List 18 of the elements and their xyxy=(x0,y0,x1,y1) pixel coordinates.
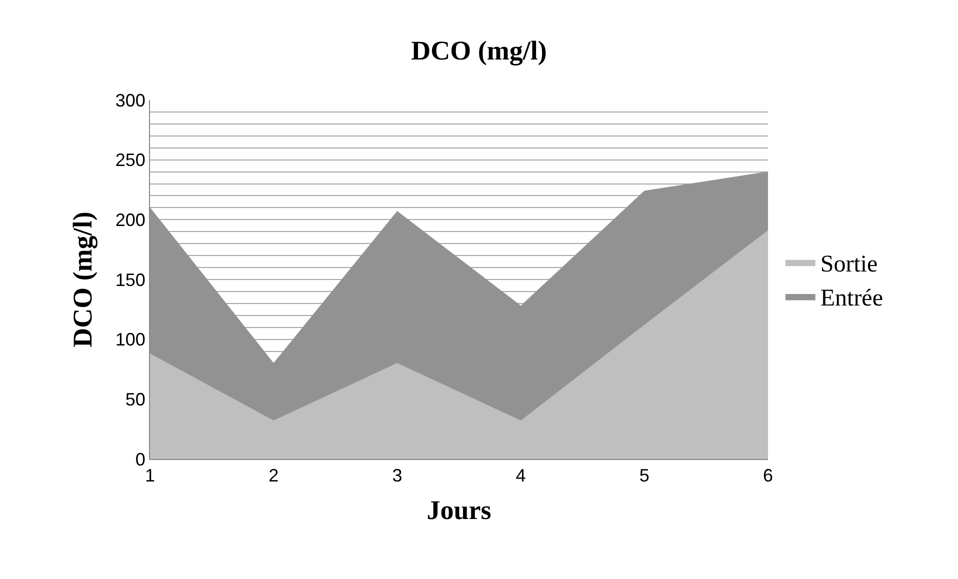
y-tick-label: 150 xyxy=(115,270,146,290)
x-tick-label: 5 xyxy=(639,466,650,486)
y-axis-title: DCO (mg/l) xyxy=(67,212,98,348)
x-tick-label: 4 xyxy=(516,466,526,486)
y-tick-label: 300 xyxy=(115,90,146,110)
x-tick-label: 2 xyxy=(268,466,279,486)
x-axis-title: Jours xyxy=(426,495,492,525)
x-tick-label: 1 xyxy=(144,466,156,486)
legend-label: Sortie xyxy=(820,251,878,278)
y-tick-label: 0 xyxy=(135,449,146,470)
y-tick-label: 200 xyxy=(115,210,146,230)
y-tick-label: 100 xyxy=(115,330,146,350)
y-tick-label: 50 xyxy=(125,389,146,410)
y-tick-label: 250 xyxy=(115,150,146,170)
legend-label: Entrée xyxy=(820,286,883,312)
x-tick-label: 3 xyxy=(392,466,402,486)
chart-title: DCO (mg/l) xyxy=(411,35,547,66)
x-tick-label: 6 xyxy=(762,466,774,486)
